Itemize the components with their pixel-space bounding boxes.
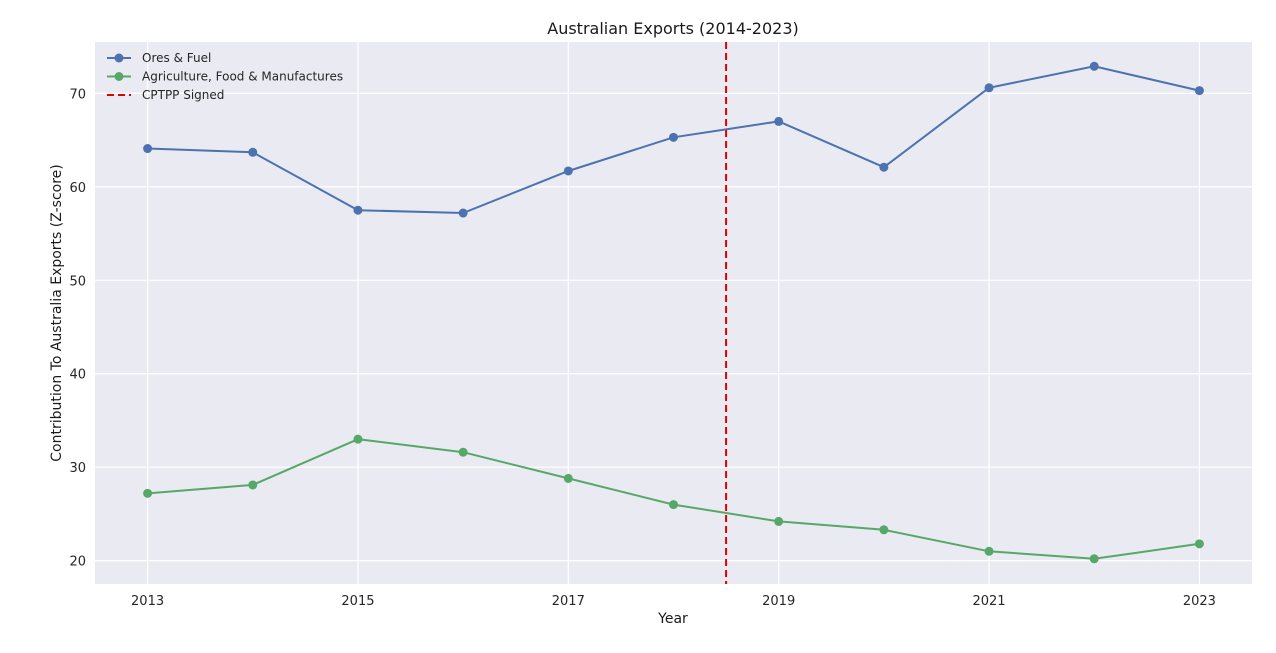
y-tick-label: 30	[69, 461, 86, 476]
x-axis-label: Year	[657, 611, 688, 627]
y-tick-label: 60	[69, 181, 86, 196]
y-axis-label: Contribution To Australia Exports (Z-sco…	[49, 164, 65, 461]
data-point	[774, 516, 784, 526]
data-point	[984, 546, 994, 556]
data-point	[143, 144, 153, 154]
data-point	[353, 434, 363, 444]
data-point	[1089, 61, 1099, 71]
legend: Ores & Fuel Agriculture, Food & Manufactu…	[107, 51, 343, 102]
x-tick-label: 2023	[1183, 594, 1216, 609]
data-point	[1194, 86, 1204, 96]
legend-label: CPTPP Signed	[142, 88, 224, 102]
data-point	[1089, 554, 1099, 564]
data-point	[669, 132, 678, 142]
legend-marker	[114, 72, 124, 81]
data-point	[248, 480, 258, 490]
series-group	[143, 61, 1204, 564]
data-point	[879, 162, 889, 172]
chart-title: Australian Exports (2014-2023)	[547, 19, 799, 38]
grid	[95, 42, 1252, 584]
data-point	[353, 205, 363, 215]
legend-label: Agriculture, Food & Manufactures	[142, 70, 343, 84]
data-point	[669, 500, 678, 510]
x-tick-label: 2019	[762, 594, 795, 609]
plot-area	[95, 42, 1252, 584]
y-tick-label: 40	[69, 368, 86, 383]
data-point	[248, 147, 258, 157]
data-point	[984, 83, 994, 93]
y-tick-label: 70	[69, 87, 86, 102]
x-tick-label: 2021	[972, 594, 1005, 609]
data-point	[458, 208, 468, 218]
data-point	[563, 473, 573, 483]
data-point	[1194, 539, 1204, 549]
data-point	[879, 525, 889, 535]
x-tick-label: 2015	[341, 594, 374, 609]
data-point	[774, 116, 784, 126]
legend-label: Ores & Fuel	[142, 51, 211, 65]
x-tick-label: 2013	[131, 594, 164, 609]
data-point	[458, 447, 468, 457]
y-tick-label: 50	[69, 274, 86, 289]
legend-marker	[114, 53, 124, 63]
x-tick-label: 2017	[552, 594, 585, 609]
data-point	[563, 166, 573, 176]
y-tick-label: 20	[69, 555, 86, 570]
data-point	[143, 488, 153, 498]
tick-labels: 2013 2015 2017 2019 2021 2023 20 30 40 50 60 70	[69, 87, 1216, 609]
